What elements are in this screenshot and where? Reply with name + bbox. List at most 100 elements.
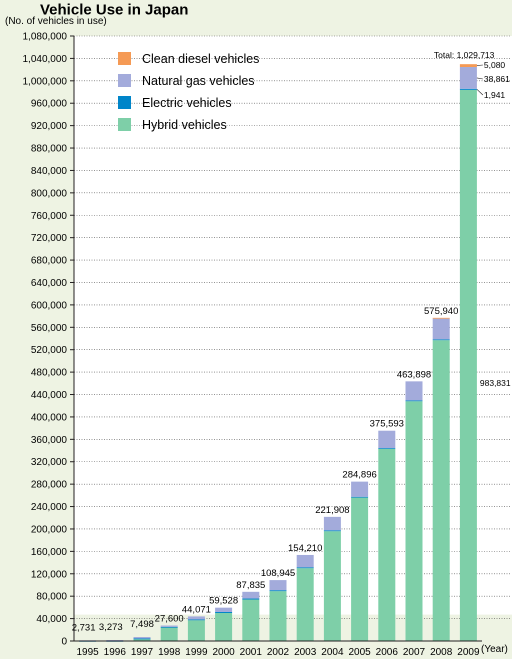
y-tick-label: 240,000 xyxy=(31,502,68,513)
y-tick-label: 200,000 xyxy=(31,524,68,535)
legend-label: Natural gas vehicles xyxy=(142,74,255,88)
y-tick-label: 1,080,000 xyxy=(23,32,68,43)
bar-electric-vehicles-2000 xyxy=(215,611,233,613)
bar-hybrid-vehicles-1998 xyxy=(160,627,178,641)
bar-hybrid-vehicles-2001 xyxy=(242,599,260,641)
total-label: 154,210 xyxy=(288,543,322,554)
x-tick-label: 1995 xyxy=(76,647,99,658)
total-label: 7,498 xyxy=(130,619,154,630)
x-tick-label: 1999 xyxy=(185,647,208,658)
bar-hybrid-vehicles-2008 xyxy=(432,340,450,641)
total-label: Total: 1,029,713 xyxy=(434,50,495,60)
bar-electric-vehicles-2005 xyxy=(351,496,369,498)
legend-swatch xyxy=(118,96,131,109)
x-tick-label: 2006 xyxy=(376,647,399,658)
bar-natural-gas-vehicles-2003 xyxy=(296,554,314,568)
total-label: 59,528 xyxy=(209,596,238,607)
y-axis-label: (No. of vehicles in use) xyxy=(5,16,107,27)
bar-electric-vehicles-2003 xyxy=(296,567,314,569)
bar-clean-diesel-vehicles-2008 xyxy=(432,317,450,319)
bar-natural-gas-vehicles-2008 xyxy=(432,318,450,340)
total-label: 463,898 xyxy=(397,369,431,380)
bar-natural-gas-vehicles-2009 xyxy=(459,67,477,89)
x-tick-labels: 1995 1996 1997 1998 1999 2000 2001 2002 2003 2004… xyxy=(76,647,479,658)
bar-hybrid-vehicles-2002 xyxy=(269,591,287,641)
bar-natural-gas-vehicles-2004 xyxy=(323,516,341,531)
total-label: 44,071 xyxy=(182,604,211,615)
bar-natural-gas-vehicles-2000 xyxy=(215,607,233,612)
leader-line xyxy=(476,89,484,96)
y-tick-label: 120,000 xyxy=(31,569,68,580)
leader-line xyxy=(476,64,483,66)
legend-label: Hybrid vehicles xyxy=(142,118,227,132)
y-tick-label: 520,000 xyxy=(31,345,68,356)
bar-natural-gas-vehicles-2006 xyxy=(378,430,396,449)
x-tick-label: 1998 xyxy=(158,647,181,658)
y-tick-label: 80,000 xyxy=(36,592,67,603)
bar-electric-vehicles-2008 xyxy=(432,339,450,341)
total-label: 27,600 xyxy=(155,614,184,625)
annotation-label: 5,080 xyxy=(484,60,506,70)
axes xyxy=(73,36,482,642)
x-tick-label: 2009 xyxy=(457,647,480,658)
bar-electric-vehicles-2004 xyxy=(323,530,341,532)
total-label: 2,731 xyxy=(72,622,96,633)
bar-hybrid-vehicles-1997 xyxy=(133,638,151,641)
bar-natural-gas-vehicles-1999 xyxy=(187,616,205,620)
bar-natural-gas-vehicles-2005 xyxy=(351,481,369,497)
bar-hybrid-vehicles-2006 xyxy=(378,448,396,641)
y-tick-label: 360,000 xyxy=(31,435,68,446)
bar-natural-gas-vehicles-2001 xyxy=(242,591,260,599)
bar-hybrid-vehicles-2000 xyxy=(215,612,233,641)
x-tick-label: 2005 xyxy=(348,647,371,658)
bar-hybrid-vehicles-2007 xyxy=(405,401,423,641)
chart-title: Vehicle Use in Japan xyxy=(40,1,188,18)
annotation-label: 38,861 xyxy=(484,74,510,84)
y-tick-label: 400,000 xyxy=(31,412,68,423)
total-label: 221,908 xyxy=(315,505,349,516)
y-tick-label: 720,000 xyxy=(31,233,68,244)
y-tick-label: 960,000 xyxy=(31,99,68,110)
legend-swatch xyxy=(118,74,131,87)
y-tick-label: 920,000 xyxy=(31,121,68,132)
y-tick-label: 840,000 xyxy=(31,166,68,177)
y-tick-label: 0 xyxy=(61,637,67,648)
bar-natural-gas-vehicles-2007 xyxy=(405,381,423,401)
legend: Clean diesel vehicles Natural gas vehicle… xyxy=(118,52,259,132)
x-tick-label: 2008 xyxy=(430,647,453,658)
y-tick-label: 640,000 xyxy=(31,278,68,289)
bar-hybrid-vehicles-2009 xyxy=(459,89,477,642)
y-tick-label: 800,000 xyxy=(31,188,68,199)
total-label: 3,273 xyxy=(99,622,123,633)
total-label: 575,940 xyxy=(424,306,458,317)
bar-natural-gas-vehicles-1996 xyxy=(106,640,124,641)
y-tick-label: 600,000 xyxy=(31,300,68,311)
legend-label: Electric vehicles xyxy=(142,96,232,110)
y-tick-label: 680,000 xyxy=(31,256,68,267)
y-tick-labels: 0 40,000 80,000 120,000 160,000 200,000 240,00… xyxy=(23,32,68,648)
bar-electric-vehicles-1998 xyxy=(160,626,178,628)
bar-electric-vehicles-1999 xyxy=(187,619,205,621)
bars xyxy=(79,64,477,642)
x-tick-label: 1997 xyxy=(131,647,154,658)
y-tick-label: 1,040,000 xyxy=(23,54,68,65)
x-tick-label: 2007 xyxy=(403,647,426,658)
y-tick-label: 560,000 xyxy=(31,323,68,334)
data-labels: 2,731 3,273 7,498 27,60044,07159,52887,8351… xyxy=(72,50,511,633)
bar-electric-vehicles-2001 xyxy=(242,598,260,600)
bar-clean-diesel-vehicles-2009 xyxy=(459,64,477,68)
x-tick-label: 1996 xyxy=(104,647,127,658)
x-tick-label: 2001 xyxy=(240,647,263,658)
bar-electric-vehicles-2002 xyxy=(269,590,287,592)
bar-electric-vehicles-1997 xyxy=(133,638,151,640)
y-tick-label: 40,000 xyxy=(36,614,67,625)
legend-label: Clean diesel vehicles xyxy=(142,52,259,66)
y-tick-label: 760,000 xyxy=(31,211,68,222)
bar-hybrid-vehicles-2005 xyxy=(351,497,369,641)
y-tick-label: 1,000,000 xyxy=(23,76,68,87)
x-axis-label: (Year) xyxy=(481,644,508,655)
y-tick-label: 440,000 xyxy=(31,390,68,401)
y-tick-label: 480,000 xyxy=(31,368,68,379)
